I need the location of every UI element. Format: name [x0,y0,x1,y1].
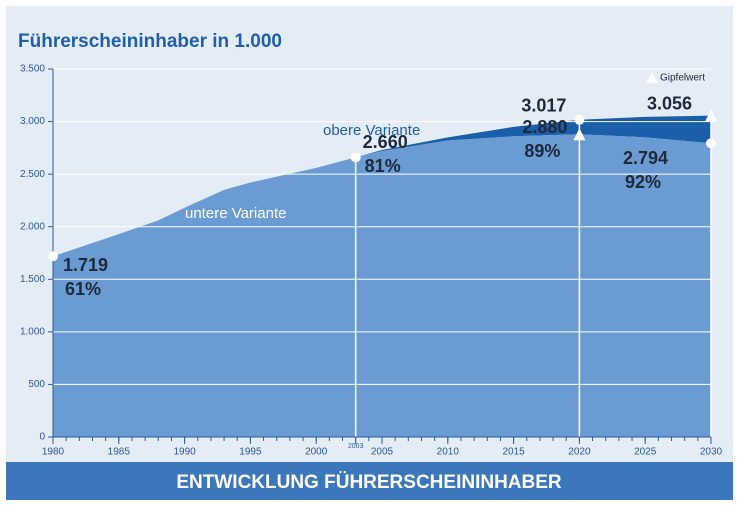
y-tick-label: 2.000 [20,221,45,232]
legend-label: Gipfelwert [660,73,705,84]
x-tick-label: 1995 [239,447,262,458]
y-tick-label: 1.000 [20,326,45,337]
y-tick-label: 0 [39,432,45,443]
data-label: 2.880 [522,117,567,137]
point [350,152,361,163]
point [706,138,716,149]
data-label: 2.794 [623,148,668,168]
x-tick-label: 2015 [502,447,525,458]
x-tick-label: 2005 [371,447,394,458]
series-label: obere Variante [323,122,420,139]
plot: 0 500 1.000 1.500 2.000 2.500 3.000 3.500 1980 19… [20,64,723,458]
data-label: 3.056 [647,93,692,113]
x-tick-label: 2003 [348,443,364,450]
area [355,115,711,158]
y-tick-label: 500 [28,379,45,390]
legend-marker [646,72,658,83]
x-tick-label: 2030 [700,447,723,458]
data-label: 1.719 [63,255,108,275]
point [48,251,58,262]
x-tick-label: 1980 [42,447,65,458]
x-tick-label: 1990 [173,447,196,458]
area [53,134,711,437]
x-tick-label: 2000 [305,447,328,458]
peak-marker [573,128,586,141]
share-label: 61% [65,279,101,299]
y-tick-label: 3.500 [20,64,45,75]
point [574,114,585,125]
data-label: 3.017 [521,96,566,116]
x-tick-label: 2010 [437,447,460,458]
peak-marker [705,109,717,122]
y-tick-label: 3.000 [20,116,45,127]
footer: ENTWICKLUNG FÜHRERSCHEININHABER [176,472,562,493]
share-label: 89% [524,141,560,161]
x-tick-label: 1985 [108,447,131,458]
footer-band [6,462,733,500]
x-tick-label: 2020 [568,447,591,458]
data-label: 2.660 [363,132,408,152]
series-label: untere Variante [185,205,286,222]
share-label: 92% [625,172,661,192]
chart-title: Führerscheininhaber in 1.000 [18,31,282,52]
share-label: 81% [365,156,401,176]
x-tick-label: 2025 [634,447,657,458]
y-tick-label: 1.500 [20,274,45,285]
y-tick-label: 2.500 [20,169,45,180]
